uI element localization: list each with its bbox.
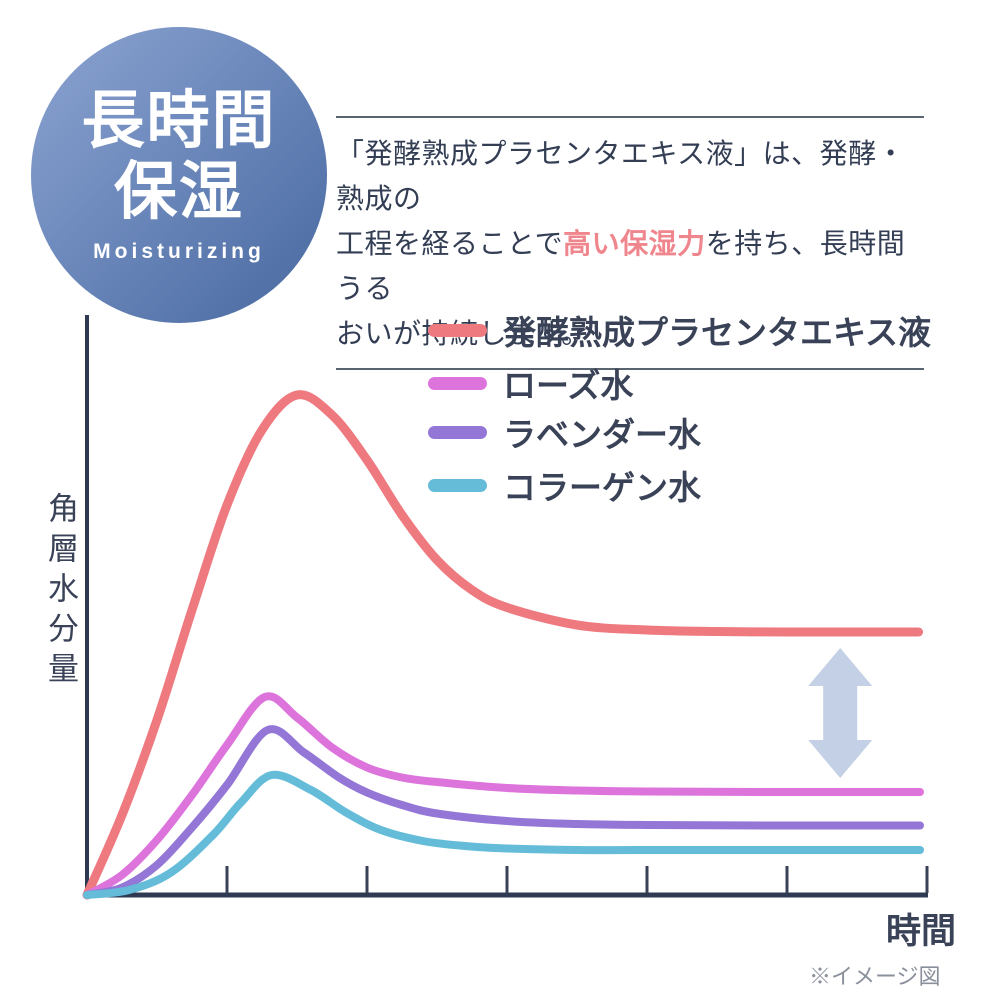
y-axis-label: 角層水分量 <box>38 492 83 692</box>
legend-label-lavender: ラベンダー水 <box>503 408 701 456</box>
series-curve-1 <box>87 696 920 895</box>
legend-item-lavender: ラベンダー水 <box>428 412 701 452</box>
legend-item-collagen: コラーゲン水 <box>428 465 701 505</box>
page: 長時間 保湿 Moisturizing 「発酵熟成プラセンタエキス液」は、発酵・… <box>0 0 1000 1000</box>
legend-label-placenta: 発酵熟成プラセンタエキス液 <box>503 306 931 354</box>
series-curve-2 <box>87 729 920 895</box>
gap-arrow <box>808 648 872 778</box>
legend-item-placenta: 発酵熟成プラセンタエキス液 <box>428 310 931 350</box>
legend-label-collagen: コラーゲン水 <box>503 461 701 509</box>
legend-swatch-rose <box>428 377 487 390</box>
legend-item-rose: ローズ水 <box>428 363 633 403</box>
legend-swatch-placenta <box>428 324 487 337</box>
footnote: ※イメージ図 <box>809 959 941 991</box>
legend-label-rose: ローズ水 <box>503 359 633 407</box>
legend-swatch-lavender <box>428 426 487 439</box>
legend-swatch-collagen <box>428 479 487 492</box>
x-axis-label: 時間 <box>886 903 956 954</box>
